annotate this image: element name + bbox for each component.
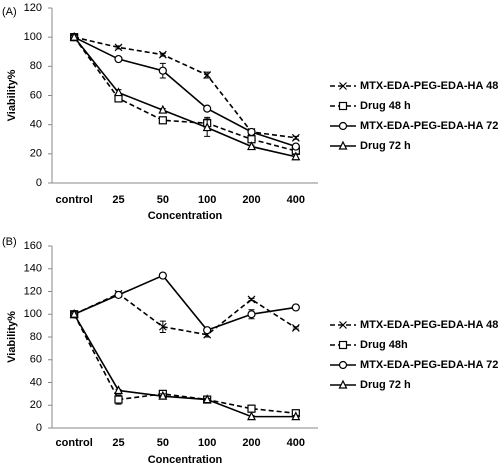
- marker: [291, 303, 300, 312]
- marker: [291, 411, 301, 421]
- legend-marker: [339, 82, 347, 90]
- marker: [247, 295, 256, 304]
- y-axis-label: Viability%: [6, 69, 18, 121]
- y-tick-label: 60: [30, 89, 42, 101]
- marker: [69, 308, 79, 318]
- x-axis-label: Concentration: [148, 454, 223, 466]
- legend-label: MTX-EDA-PEG-EDA-HA 72 h: [360, 120, 500, 132]
- x-tick-label: 50: [157, 194, 169, 206]
- marker: [291, 151, 301, 161]
- legend-label: MTX-EDA-PEG-EDA-HA 48 h: [360, 80, 500, 92]
- legend-label: Drug 72 h: [360, 140, 411, 152]
- y-tick-label: 60: [30, 354, 42, 366]
- marker: [114, 54, 123, 64]
- marker: [158, 390, 168, 400]
- legend-label: Drug 48 h: [360, 100, 411, 112]
- series-line: [73, 292, 297, 336]
- marker: [158, 50, 167, 59]
- marker: [291, 142, 300, 151]
- marker: [114, 290, 123, 300]
- panel-label: (B): [2, 236, 17, 248]
- marker: [203, 326, 212, 335]
- marker: [247, 127, 256, 137]
- x-tick-label: control: [56, 194, 93, 206]
- y-tick-label: 100: [24, 31, 42, 43]
- legend-marker: [338, 379, 348, 389]
- legend-marker: [338, 340, 348, 350]
- marker: [158, 271, 167, 280]
- y-tick-label: 120: [24, 2, 42, 14]
- series-line: [73, 36, 297, 148]
- y-tick-label: 120: [24, 285, 42, 297]
- series-line: [73, 274, 296, 332]
- marker: [114, 87, 123, 97]
- marker: [203, 71, 212, 80]
- legend-marker: [338, 140, 348, 150]
- series-line: [73, 313, 296, 415]
- series-line: [73, 36, 297, 158]
- marker: [202, 122, 212, 132]
- y-tick-label: 80: [30, 60, 42, 72]
- x-tick-label: 400: [287, 194, 305, 206]
- y-tick-label: 160: [24, 240, 42, 252]
- x-tick-label: 50: [157, 437, 169, 449]
- marker: [247, 141, 256, 151]
- legend-marker: [339, 321, 347, 329]
- marker: [158, 104, 168, 114]
- y-tick-label: 80: [30, 331, 42, 343]
- legend-marker: [338, 360, 348, 370]
- x-tick-label: 100: [198, 194, 216, 206]
- panel-label: (A): [2, 6, 17, 18]
- x-tick-label: 400: [287, 437, 305, 449]
- legend-marker: [338, 121, 348, 131]
- x-tick-label: 200: [242, 437, 260, 449]
- marker: [247, 404, 256, 413]
- series-line: [73, 36, 297, 152]
- marker: [291, 323, 300, 332]
- y-tick-label: 0: [36, 177, 42, 189]
- marker: [203, 104, 212, 113]
- legend-label: Drug 48h: [360, 339, 408, 351]
- y-tick-label: 20: [30, 148, 42, 160]
- legend-label: MTX-EDA-PEG-EDA-HA 72 h: [360, 359, 500, 371]
- x-tick-label: 25: [112, 437, 124, 449]
- y-tick-label: 100: [24, 308, 42, 320]
- marker: [114, 43, 123, 52]
- marker: [158, 116, 167, 125]
- y-axis-label: Viability%: [6, 311, 18, 363]
- marker: [158, 322, 167, 331]
- series-line: [73, 313, 296, 418]
- marker: [114, 385, 123, 395]
- x-tick-label: 200: [242, 194, 260, 206]
- x-axis-label: Concentration: [148, 210, 223, 222]
- marker: [247, 310, 256, 319]
- marker: [158, 66, 167, 75]
- marker: [69, 31, 79, 41]
- y-tick-label: 0: [36, 422, 42, 434]
- y-tick-label: 40: [30, 119, 42, 131]
- x-tick-label: 25: [112, 194, 124, 206]
- marker: [202, 394, 212, 404]
- legend-label: Drug 72 h: [360, 379, 411, 391]
- marker: [114, 395, 123, 404]
- marker: [291, 133, 300, 142]
- series-line: [73, 36, 296, 139]
- y-tick-label: 40: [30, 376, 42, 388]
- y-tick-label: 20: [30, 399, 42, 411]
- marker: [247, 411, 256, 421]
- x-tick-label: control: [56, 437, 93, 449]
- legend-label: MTX-EDA-PEG-EDA-HA 48 h: [360, 319, 500, 331]
- x-tick-label: 100: [198, 437, 216, 449]
- legend-marker: [338, 101, 348, 111]
- y-tick-label: 140: [24, 263, 42, 275]
